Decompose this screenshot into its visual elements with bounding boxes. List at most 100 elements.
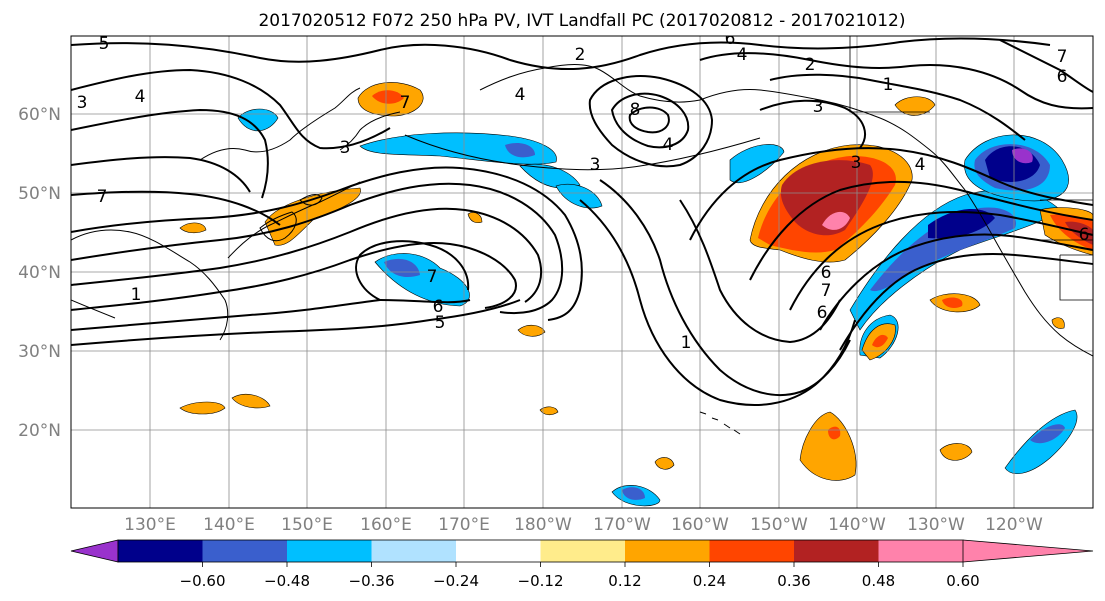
colorbar-tick-label: 0.24 [693,572,726,590]
pos-shading-alaska-core [780,160,873,236]
coastline-bering [479,64,701,103]
lon-label: 140°E [203,515,255,535]
contour-label: 4 [915,155,926,175]
neg-shading-subtropical-inner [1030,424,1065,444]
pv-contours [71,37,1093,406]
lat-label: 30°N [18,342,61,362]
pos-shading-small-5 [654,457,675,470]
contour-label: 6 [433,297,444,317]
contour-label: 2 [805,55,816,75]
colorbar: −0.60 −0.48 −0.36 −0.24 −0.12 0.12 0.24 … [70,539,1094,590]
lon-label: 150°E [281,515,333,535]
neg-shading-central [519,163,581,189]
pv-contour [999,39,1093,93]
colorbar-ticks [202,562,964,567]
contour-label: 6 [1079,225,1090,245]
colorbar-segment [794,540,879,562]
neg-shading-midpacific-inner [384,258,420,278]
contour-label: 3 [77,93,88,113]
lon-label: 150°W [750,515,808,535]
contour-label: 4 [737,45,748,65]
pv-contour [71,108,269,199]
lat-label: 50°N [18,184,61,204]
colorbar-segment [709,540,794,562]
pos-shading-pnw-inner [1050,214,1093,250]
colorbar-tick-label: 0.60 [946,572,979,590]
pv-contour [71,182,564,315]
border-states [1040,239,1093,301]
contour-label: 4 [515,85,526,105]
contour-label: 7 [821,281,832,301]
colorbar-tick-label: 0.12 [608,572,641,590]
lon-label: 120°W [985,515,1043,535]
lon-label: 140°W [828,515,886,535]
contour-label: 5 [435,313,446,333]
pv-contour [71,299,521,346]
contour-label: 3 [813,97,824,117]
pos-shading-small-7 [467,212,483,224]
contour-label: 7 [1057,47,1068,67]
contour-label: 7 [400,93,411,113]
colorbar-tick-label: 0.48 [862,572,895,590]
pv-contour [789,211,1093,311]
contour-label: 8 [630,100,641,120]
lon-label: 160°W [671,515,729,535]
coastline-aleutians [404,134,761,171]
pv-contour [71,156,251,193]
lon-label: 180°W [514,515,572,535]
contour-label: 1 [883,75,894,95]
neg-shading-north-pacific-inner [505,143,535,158]
neg-shading-gulf [729,144,785,183]
pos-shading-small-4 [517,324,546,337]
contour-label: 3 [340,138,351,158]
colorbar-tick-labels: −0.60 −0.48 −0.36 −0.24 −0.12 0.12 0.24 … [180,572,980,590]
political-borders [849,36,1093,301]
map-frame [70,35,1094,509]
contour-label: 6 [817,303,828,323]
gridlines [71,36,1093,508]
lat-label: 60°N [18,105,61,125]
pv-contour [628,106,670,134]
lon-label: 130°W [907,515,965,535]
pos-shading-se-pacific-inner [872,334,888,348]
coastlines [71,64,1093,435]
lon-label: 170°E [438,515,490,535]
contour-label: 4 [663,135,674,155]
lat-label: 20°N [18,421,61,441]
pv-contour [689,147,1093,241]
neg-shading-central-2 [555,184,603,209]
colorbar-frame-tip [962,539,1094,563]
colorbar-tick-label: 0.36 [777,572,810,590]
colorbar-segment [287,540,372,562]
colorbar-extend-low [70,539,119,563]
contour-label: 6 [821,263,832,283]
pos-shading-tropical [799,411,857,481]
pv-contour [839,253,1093,351]
colorbar-segment [118,540,203,562]
colorbar-segment [371,540,456,562]
colorbar-tick-label: −0.24 [433,572,479,590]
latitude-labels: 60°N 50°N 40°N 30°N 20°N [18,105,61,441]
pos-shading-ne-pacific-inner [942,297,963,308]
pv-contour [679,199,841,344]
neg-shading-south-central-inner [622,487,645,500]
contour-label: 7 [97,187,108,207]
map-content: 5 4 7 3 3 6 2 8 4 2 1 6 7 4 4 3 7 6 5 1 [71,36,1093,508]
contour-label: 3 [851,153,862,173]
ivt-shading [179,82,1093,507]
colorbar-segment [625,540,710,562]
pv-contour [769,73,1026,141]
neg-shading-north-pacific [359,132,557,165]
pv-contour [71,298,471,331]
pv-contour [759,99,866,149]
coastline-asia [71,181,361,341]
contour-label: 1 [131,285,142,305]
colorbar-segment [540,540,625,562]
coastline-north-america [964,189,1093,357]
pos-shading-small-3 [179,222,207,234]
pv-contour [579,199,856,406]
pv-contour [355,240,470,301]
pos-shading-small-2 [231,394,271,409]
pos-shading-small-1 [179,401,226,415]
pv-contour [71,68,391,150]
